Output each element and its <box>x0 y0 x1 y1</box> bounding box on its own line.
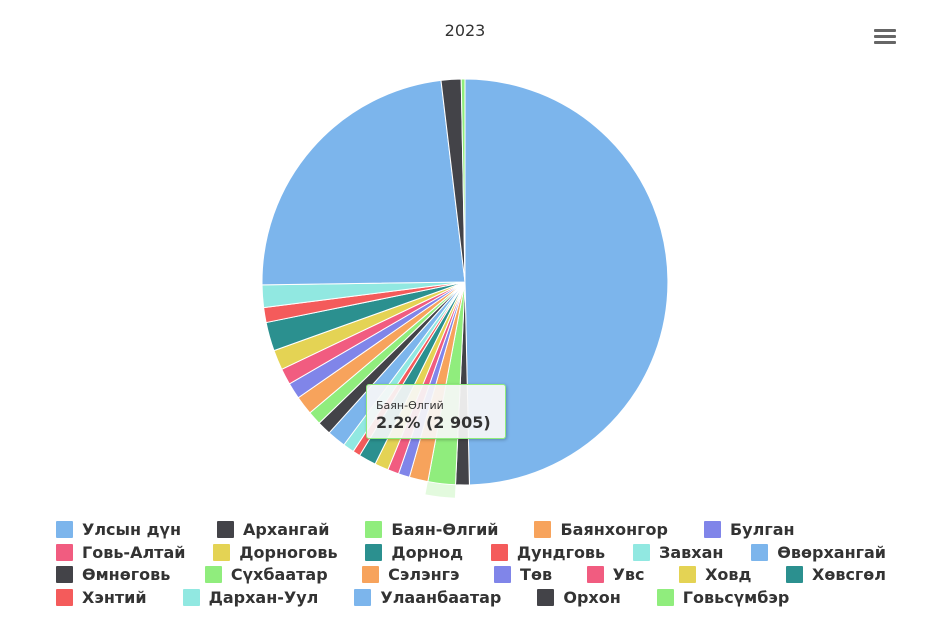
legend-row: Улсын дүн Архангай Баян-Өлгий Баянхонгор Бул… <box>56 520 936 543</box>
chart-legend: Улсын дүн Архангай Баян-Өлгий Баянхонгор Бул… <box>56 520 936 610</box>
legend-swatch-icon <box>365 543 383 561</box>
hamburger-menu-icon <box>874 29 896 32</box>
legend-label: Дорнод <box>391 542 464 562</box>
legend-label: Дундговь <box>516 542 606 562</box>
legend-item[interactable]: Улаанбаатар <box>354 588 501 607</box>
legend-swatch-icon <box>490 543 508 561</box>
chart-title: 2023 <box>444 21 486 40</box>
legend-swatch-icon <box>362 566 380 584</box>
legend-label: Өвөрхангай <box>777 542 886 562</box>
legend-swatch-icon <box>213 543 231 561</box>
legend-item[interactable]: Архангай <box>217 520 329 539</box>
legend-item[interactable]: Завхан <box>632 542 724 562</box>
legend-label: Баян-Өлгий <box>391 520 499 539</box>
legend-swatch-icon <box>534 521 552 538</box>
legend-item[interactable]: Хэнтий <box>56 588 147 607</box>
legend-label: Орхон <box>563 587 621 607</box>
tooltip-series-name: Баян-Өлгий <box>376 399 444 412</box>
legend-swatch-icon <box>56 566 73 584</box>
pie-slice-Говьсүмбэр[interactable] <box>460 78 466 283</box>
legend-row: Хэнтий Дархан-Уул Улаанбаатар Орхон Говьсүмб… <box>56 588 936 611</box>
legend-item[interactable]: Өвөрхангай <box>751 543 886 562</box>
legend-label: Сэлэнгэ <box>388 565 460 585</box>
legend-item[interactable]: Өмнөговь <box>56 565 170 584</box>
chart-tooltip: Баян-Өлгий 2.2% (2 905) <box>366 384 506 439</box>
legend-swatch-icon <box>56 588 73 606</box>
legend-label: Улсын дүн <box>82 520 182 539</box>
legend-label: Улаанбаатар <box>380 587 502 607</box>
pie-slices <box>261 78 669 498</box>
legend-item[interactable]: Дорноговь <box>213 542 338 562</box>
legend-swatch-icon <box>656 588 674 606</box>
legend-label: Говь-Алтай <box>82 542 186 562</box>
legend-item[interactable]: Увс <box>586 565 645 585</box>
legend-swatch-icon <box>56 543 73 561</box>
legend-row: Өмнөговь Сүхбаатар Сэлэнгэ Төв Увс Ховд Хөвсгө… <box>56 565 936 588</box>
legend-swatch-icon <box>703 521 721 538</box>
tooltip-value: 2.2% (2 905) <box>376 413 491 432</box>
legend-item[interactable]: Дорнод <box>365 543 463 562</box>
legend-swatch-icon <box>182 588 200 606</box>
legend-label: Сүхбаатар <box>230 565 328 585</box>
legend-label: Булган <box>729 520 795 539</box>
legend-item[interactable]: Улсын дүн <box>56 520 181 539</box>
legend-swatch-icon <box>354 588 372 606</box>
legend-label: Ховд <box>705 565 752 585</box>
legend-row: Говь-Алтай Дорноговь Дорнод Дундговь Завхан Ө… <box>56 543 936 566</box>
pie-slice-Улсын дүн[interactable] <box>464 78 669 486</box>
legend-item[interactable]: Дундговь <box>490 542 606 562</box>
legend-label: Архангай <box>243 520 330 539</box>
legend-item[interactable]: Сүхбаатар <box>204 565 328 585</box>
legend-item[interactable]: Дархан-Уул <box>182 587 319 607</box>
legend-label: Өмнөговь <box>82 565 171 585</box>
legend-swatch-icon <box>679 566 697 584</box>
legend-label: Завхан <box>658 542 724 562</box>
legend-item[interactable]: Сэлэнгэ <box>362 565 460 585</box>
legend-swatch-icon <box>217 521 235 538</box>
legend-label: Дархан-Уул <box>208 587 319 607</box>
legend-item[interactable]: Баян-Өлгий <box>365 520 498 539</box>
hamburger-menu-icon-line <box>874 35 896 38</box>
legend-label: Дорноговь <box>239 542 338 562</box>
legend-item[interactable]: Хөвсгөл <box>785 565 886 585</box>
legend-swatch-icon <box>494 566 512 584</box>
legend-label: Хэнтий <box>82 587 147 607</box>
legend-swatch-icon <box>632 543 650 561</box>
legend-item[interactable]: Ховд <box>679 565 751 584</box>
legend-label: Баянхонгор <box>560 520 668 539</box>
legend-item[interactable]: Булган <box>703 520 795 539</box>
legend-label: Хөвсгөл <box>811 565 886 585</box>
chart-context-menu-button[interactable] <box>872 27 898 49</box>
legend-label: Төв <box>520 565 553 585</box>
legend-item[interactable]: Баянхонгор <box>534 520 668 539</box>
legend-swatch-icon <box>751 543 769 561</box>
legend-swatch-icon <box>56 521 73 538</box>
pie-slice-Улаанбаатар[interactable] <box>261 79 466 286</box>
legend-swatch-icon <box>204 566 222 584</box>
legend-item[interactable]: Говьсүмбэр <box>656 587 790 607</box>
hamburger-menu-icon-line <box>874 41 896 44</box>
legend-item[interactable]: Говь-Алтай <box>56 543 185 562</box>
legend-swatch-icon <box>537 588 555 606</box>
legend-swatch-icon <box>365 521 383 538</box>
legend-label: Говьсүмбэр <box>682 587 790 607</box>
legend-swatch-icon <box>586 566 604 584</box>
legend-label: Увс <box>612 565 645 585</box>
legend-item[interactable]: Төв <box>494 565 552 584</box>
legend-swatch-icon <box>785 566 803 584</box>
legend-item[interactable]: Орхон <box>537 587 621 607</box>
